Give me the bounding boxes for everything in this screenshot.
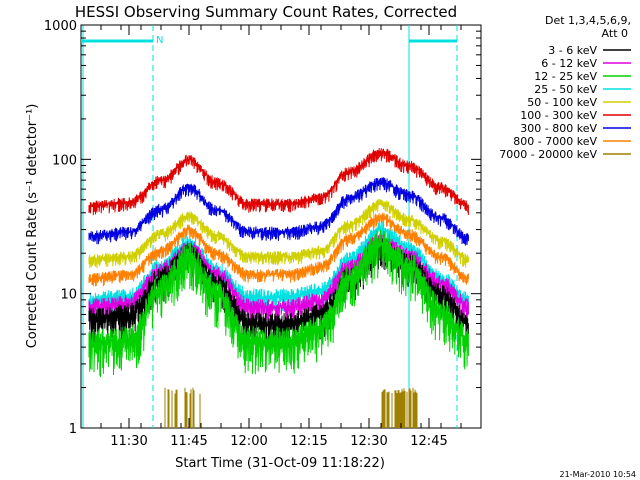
legend-label-6: 300 - 800 keV bbox=[520, 122, 597, 135]
axes: 1 10 100 1000 11:30 11:45 12:00 12:15 12:30 12:45 bbox=[44, 19, 482, 449]
legend-label-4: 50 - 100 keV bbox=[527, 96, 597, 109]
x-tick-label-0: 11:30 bbox=[110, 434, 147, 449]
series-7 bbox=[88, 212, 469, 287]
legend-header-line-2: Att 0 bbox=[602, 27, 628, 40]
x-tick-label-1: 11:45 bbox=[170, 434, 207, 449]
series-line-4 bbox=[88, 199, 469, 269]
series-4 bbox=[88, 199, 469, 269]
series-line-5 bbox=[88, 148, 469, 216]
y-tick-label-0: 1 bbox=[69, 422, 77, 437]
x-tick-label-5: 12:45 bbox=[410, 434, 447, 449]
legend-label-7: 800 - 7000 keV bbox=[513, 135, 597, 148]
series-8 bbox=[164, 387, 418, 428]
x-axis-label: Start Time (31-Oct-09 11:18:22) bbox=[175, 456, 385, 471]
legend-label-3: 25 - 50 keV bbox=[534, 83, 597, 96]
series-2 bbox=[88, 229, 469, 378]
series-6 bbox=[88, 177, 469, 246]
legend-label-1: 6 - 12 keV bbox=[541, 57, 597, 70]
legend-label-2: 12 - 25 keV bbox=[534, 70, 597, 83]
y-tick-label-2: 100 bbox=[52, 153, 77, 168]
legend-label-5: 100 - 300 keV bbox=[520, 109, 597, 122]
chart-title: HESSI Observing Summary Count Rates, Cor… bbox=[75, 3, 457, 21]
y-axis-label: Corrected Count Rate (s⁻¹ detector⁻¹) bbox=[25, 104, 40, 349]
x-tick-label-3: 12:15 bbox=[290, 434, 327, 449]
series-line-2 bbox=[88, 229, 469, 378]
legend-header-line-1: Det 1,3,4,5,6,9, bbox=[545, 14, 631, 27]
legend-label-8: 7000 - 20000 keV bbox=[499, 148, 597, 161]
series-line-7 bbox=[88, 212, 469, 287]
y-axis-label-text: Corrected Count Rate (s⁻¹ detector⁻¹) bbox=[25, 104, 40, 349]
series-line-6 bbox=[88, 177, 469, 246]
y-tick-label-1: 10 bbox=[60, 288, 77, 303]
y-tick-label-3: 1000 bbox=[44, 19, 77, 34]
x-tick-label-2: 12:00 bbox=[230, 434, 267, 449]
legend-label-0: 3 - 6 keV bbox=[548, 44, 597, 57]
flag-layer bbox=[81, 25, 458, 428]
x-tick-label-4: 12:30 bbox=[350, 434, 387, 449]
flag-label: N bbox=[156, 35, 163, 46]
series-layer bbox=[88, 148, 469, 428]
footer-timestamp: 21-Mar-2010 10:54 bbox=[560, 470, 637, 479]
series-5 bbox=[88, 148, 469, 216]
